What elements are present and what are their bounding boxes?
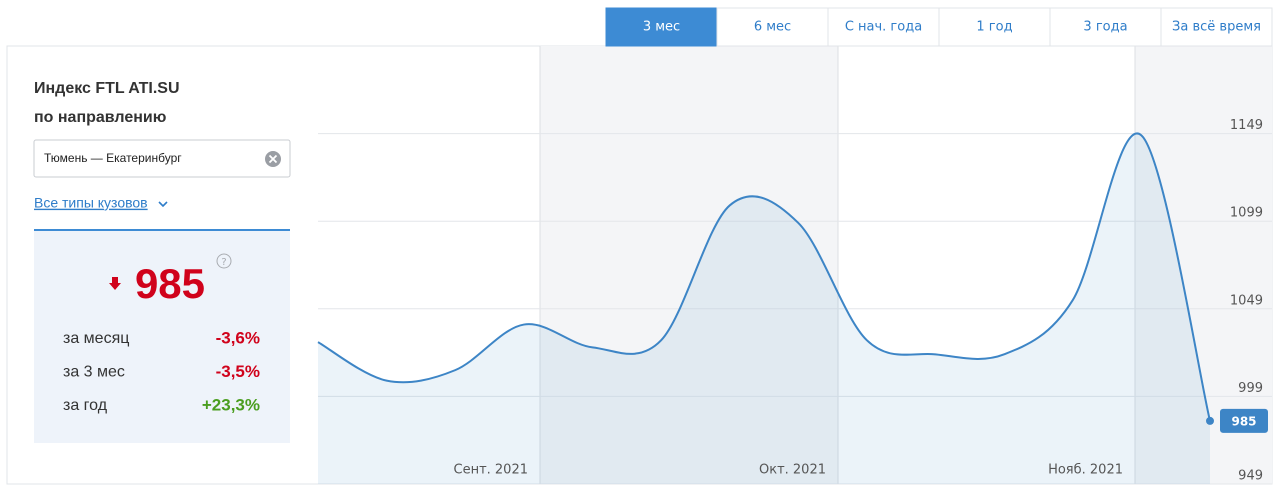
tab-label: С нач. года: [845, 20, 922, 35]
body-types-link[interactable]: Все типы кузовов: [34, 195, 148, 211]
tab-label: 3 мес: [643, 20, 680, 35]
month-band: [540, 46, 838, 484]
last-point: [1206, 416, 1214, 425]
chevron: [158, 201, 168, 208]
x-tick-label: Окт. 2021: [759, 463, 826, 478]
help-text: ?: [221, 257, 226, 268]
clear-icon: [268, 154, 278, 164]
tabs: 3 мес 6 мес С нач. года 1 год 3 года За всё в…: [605, 7, 1273, 47]
stat-value: +23,3%: [202, 395, 260, 414]
stats: за месяц -3,6% за 3 мес -3,5% за год +23,3%: [63, 328, 260, 414]
tab[interactable]: [716, 7, 829, 47]
line: [317, 132, 1211, 422]
down-arrow: [109, 277, 121, 290]
index-value: 985: [135, 260, 205, 307]
tab-label: 3 года: [1083, 20, 1127, 35]
x-tick-label: Нояб. 2021: [1048, 463, 1123, 478]
stat-label: за год: [63, 397, 108, 414]
tab-label: За всё время: [1172, 20, 1261, 35]
y-tick-label: 1049: [1230, 293, 1263, 308]
stats-box: [34, 231, 290, 443]
chart: 949 999 1049 1099 1149 985 Сент. 2021 Окт. 2021…: [317, 46, 1272, 485]
route-text: Тюмень — Екатеринбург: [44, 151, 182, 165]
help-icon[interactable]: [216, 253, 232, 269]
tab[interactable]: [1160, 7, 1273, 47]
y-tick-label: 949: [1238, 469, 1263, 484]
stat-value: -3,6%: [216, 328, 260, 347]
tab-label: 1 год: [976, 20, 1012, 35]
stat-label: за месяц: [63, 330, 129, 347]
panel-subtitle: по направлению: [34, 109, 167, 126]
y-tick-label: 1099: [1230, 206, 1263, 221]
value-badge: [1220, 408, 1268, 433]
tab[interactable]: [827, 7, 940, 47]
x-tick-label: Сент. 2021: [454, 463, 529, 478]
y-tick-label: 1149: [1230, 118, 1263, 133]
tab[interactable]: [938, 7, 1051, 47]
value-badge-label: 985: [1231, 414, 1256, 428]
stat-label: за 3 мес: [63, 364, 125, 381]
route-input[interactable]: [33, 139, 291, 178]
stat-value: -3,5%: [216, 362, 260, 381]
area: [318, 133, 1210, 485]
tab-label: 6 мес: [754, 20, 791, 35]
y-tick-label: 999: [1238, 381, 1263, 396]
panel-title: Индекс FTL ATI.SU: [34, 80, 180, 97]
tab[interactable]: [605, 7, 718, 47]
